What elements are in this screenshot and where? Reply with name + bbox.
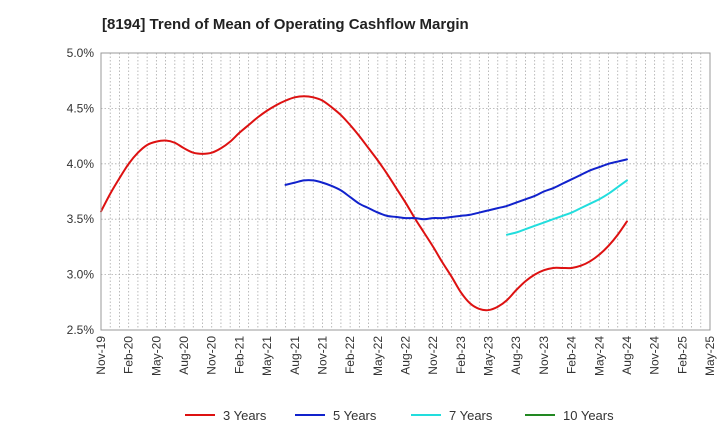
y-tick-label: 3.5% — [67, 212, 95, 226]
y-tick-label: 3.0% — [67, 268, 95, 282]
legend-label-7-years: 7 Years — [449, 408, 493, 423]
x-tick-label: Aug-24 — [620, 336, 634, 375]
y-axis: 2.5% 3.0% 3.5% 4.0% 4.5% 5.0% — [67, 46, 95, 337]
x-tick-label: Aug-22 — [399, 336, 413, 375]
y-tick-label: 4.0% — [67, 157, 95, 171]
series-line-7-years — [506, 179, 628, 236]
x-tick-label: Feb-20 — [122, 336, 136, 374]
legend-label-5-years: 5 Years — [333, 408, 377, 423]
x-tick-label: Feb-21 — [232, 336, 246, 374]
chart-title: [8194] Trend of Mean of Operating Cashfl… — [102, 16, 469, 33]
series-lines — [100, 95, 628, 312]
x-tick-label: Nov-21 — [315, 336, 329, 375]
x-tick-label: May-21 — [260, 336, 274, 376]
x-tick-label: May-25 — [703, 336, 717, 376]
y-tick-label: 5.0% — [67, 46, 95, 60]
series-line-5-years — [284, 158, 628, 221]
x-tick-label: Feb-24 — [565, 336, 579, 374]
y-tick-label: 2.5% — [67, 323, 95, 337]
grid — [101, 53, 710, 330]
x-tick-label: Aug-20 — [177, 336, 191, 375]
x-tick-label: Feb-25 — [675, 336, 689, 374]
x-axis: Nov-19 Feb-20 May-20 Aug-20 Nov-20 Feb-21 May-… — [94, 336, 717, 376]
x-tick-label: Nov-20 — [205, 336, 219, 375]
x-tick-label: Nov-23 — [537, 336, 551, 375]
x-tick-label: Aug-21 — [288, 336, 302, 375]
x-tick-label: Aug-23 — [509, 336, 523, 375]
x-tick-label: Feb-22 — [343, 336, 357, 374]
x-tick-label: Nov-19 — [94, 336, 108, 375]
x-tick-label: Nov-24 — [648, 336, 662, 375]
y-tick-label: 4.5% — [67, 101, 95, 115]
x-tick-label: Nov-22 — [426, 336, 440, 375]
legend-label-3-years: 3 Years — [223, 408, 267, 423]
legend-label-10-years: 10 Years — [563, 408, 614, 423]
legend: 3 Years 5 Years 7 Years 10 Years — [185, 408, 614, 423]
x-tick-label: May-23 — [482, 336, 496, 376]
x-tick-label: May-20 — [149, 336, 163, 376]
series-line-3-years — [100, 95, 628, 312]
x-tick-label: May-24 — [592, 336, 606, 376]
x-tick-label: Feb-23 — [454, 336, 468, 374]
x-tick-label: May-22 — [371, 336, 385, 376]
plot-frame — [100, 52, 711, 331]
